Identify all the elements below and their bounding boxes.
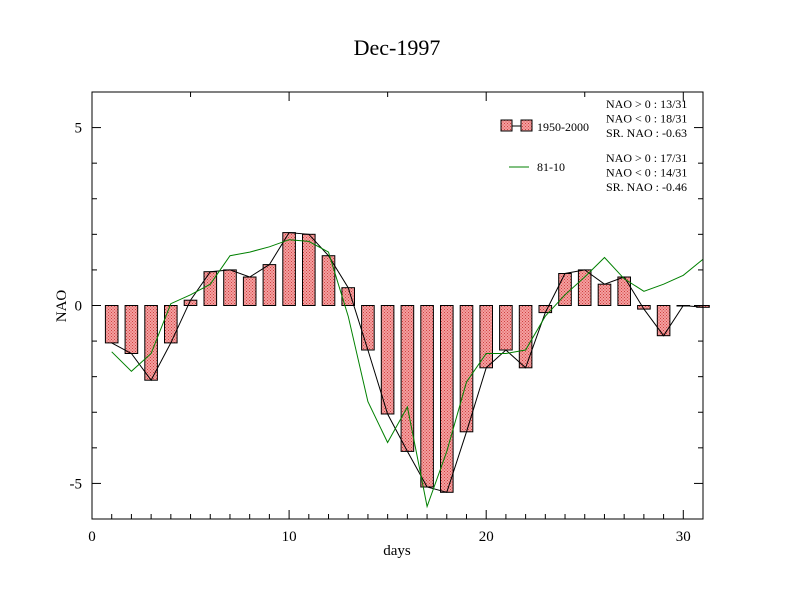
bar-day-1	[104, 305, 119, 344]
legend-swatch-1950-2000	[500, 119, 513, 132]
bar-day-20	[479, 305, 493, 369]
bar-day-24	[558, 273, 572, 306]
bar-day-2	[124, 305, 139, 354]
y-tick-label: 0	[75, 299, 83, 315]
x-tick-label: 10	[282, 529, 297, 545]
bar-day-19	[459, 305, 474, 433]
bar-series	[104, 232, 710, 493]
line-series	[111, 232, 704, 509]
series-line-81-10	[111, 239, 704, 509]
x-tick-label: 30	[676, 529, 691, 545]
bar-day-10	[282, 232, 296, 307]
legend-stat: SR. NAO : -0.63	[606, 126, 687, 140]
bar-day-21	[499, 305, 513, 351]
bar-day-6	[203, 271, 218, 307]
y-axis-label: NAO	[54, 290, 70, 323]
x-tick-label: 0	[88, 529, 96, 545]
legend-label-1950-2000: 1950-2000	[537, 120, 589, 134]
axes: 0 10 20 30 -5 0 5	[70, 91, 704, 545]
bar-day-26	[597, 283, 612, 307]
bar-day-17	[420, 305, 434, 488]
legend-label-81-10: 81-10	[537, 160, 565, 174]
bar-day-7	[223, 269, 237, 306]
series-line-1950-2000	[111, 232, 704, 493]
bar-day-11	[302, 233, 316, 306]
legend-swatch-1950-2000	[520, 119, 533, 132]
legend-stat: NAO < 0 : 18/31	[606, 112, 687, 126]
bar-day-25	[577, 269, 592, 306]
x-axis-label: days	[383, 543, 411, 559]
legend-stat: NAO < 0 : 14/31	[606, 166, 687, 180]
y-tick-label: 5	[75, 121, 83, 137]
legend-stat: NAO > 0 : 13/31	[606, 97, 687, 111]
bar-day-14	[361, 305, 375, 351]
bar-day-4	[164, 305, 178, 344]
bar-day-15	[380, 305, 395, 415]
bar-day-8	[242, 276, 257, 306]
legend-stat: NAO > 0 : 17/31	[606, 151, 687, 165]
legend-stat: SR. NAO : -0.46	[606, 180, 687, 194]
bar-day-9	[262, 264, 277, 307]
chart-title: Dec-1997	[354, 35, 441, 60]
x-tick-label: 20	[479, 529, 494, 545]
y-tick-label: -5	[70, 476, 83, 492]
bar-day-29	[656, 305, 671, 337]
bar-day-22	[518, 305, 533, 369]
